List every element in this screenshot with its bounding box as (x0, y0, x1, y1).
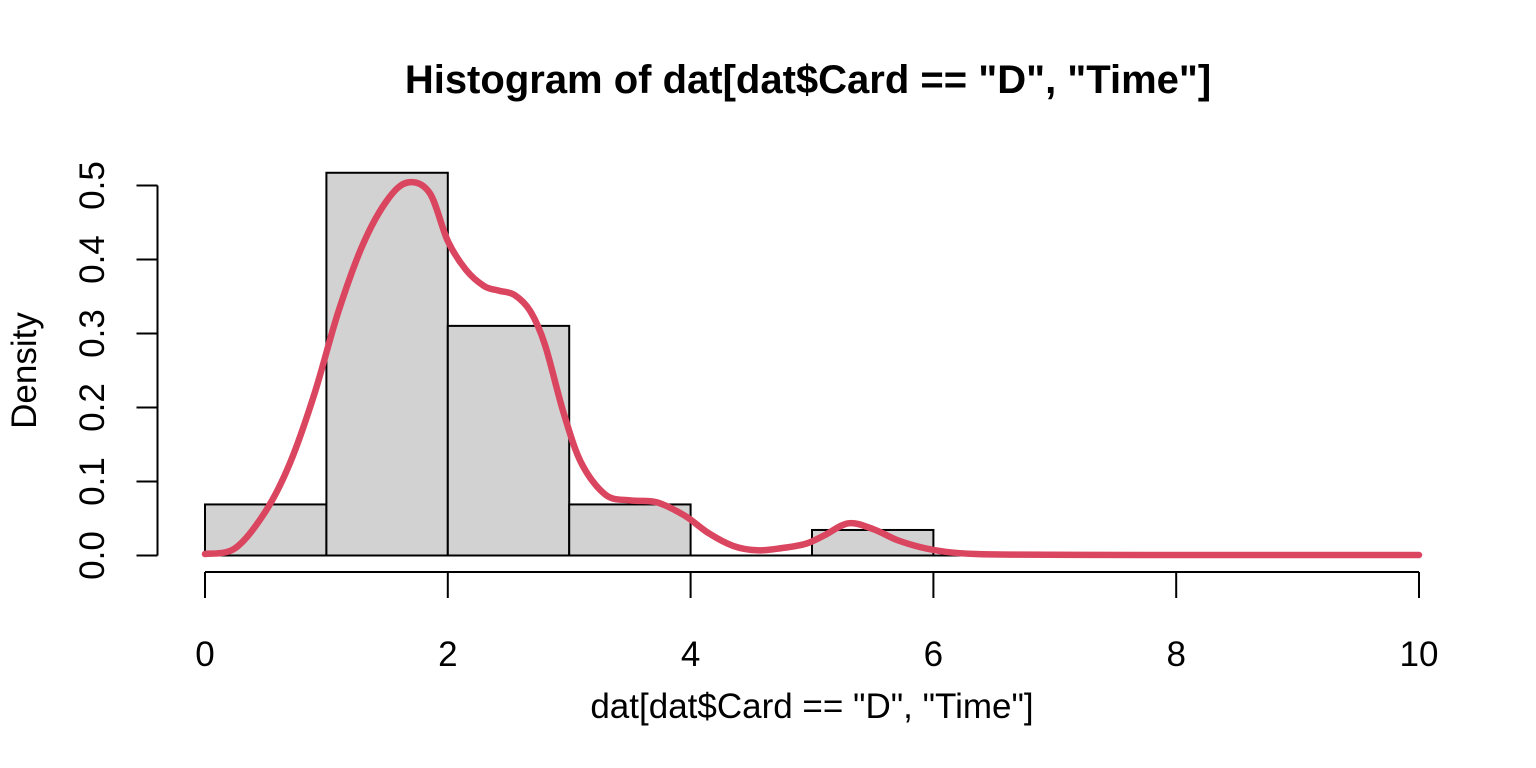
x-tick-label: 4 (681, 635, 700, 674)
y-tick-label: 0.5 (73, 161, 112, 210)
x-tick-label: 10 (1400, 635, 1439, 674)
histogram-bar (568, 503, 692, 557)
chart-title: Histogram of dat[dat$Card == "D", "Time"… (405, 58, 1211, 102)
histogram-bars (204, 171, 1419, 557)
x-axis: 0 2 4 6 8 10 (195, 571, 1439, 674)
x-tick-label: 0 (195, 635, 214, 674)
y-tick-label: 0.0 (73, 531, 112, 580)
y-tick-label: 0.1 (73, 457, 112, 506)
histogram-bar (325, 171, 449, 557)
density-curve (201, 178, 1423, 559)
x-axis-label: dat[dat$Card == "D", "Time"] (590, 687, 1033, 726)
y-axis-label: Density (5, 312, 44, 429)
y-tick-label: 0.4 (73, 235, 112, 284)
y-tick-label: 0.3 (73, 309, 112, 358)
y-axis: 0.0 0.1 0.2 0.3 0.4 0.5 (73, 161, 159, 580)
x-tick-label: 8 (1166, 635, 1185, 674)
x-tick-label: 2 (438, 635, 457, 674)
y-tick-label: 0.2 (73, 383, 112, 432)
x-tick-label: 6 (924, 635, 943, 674)
